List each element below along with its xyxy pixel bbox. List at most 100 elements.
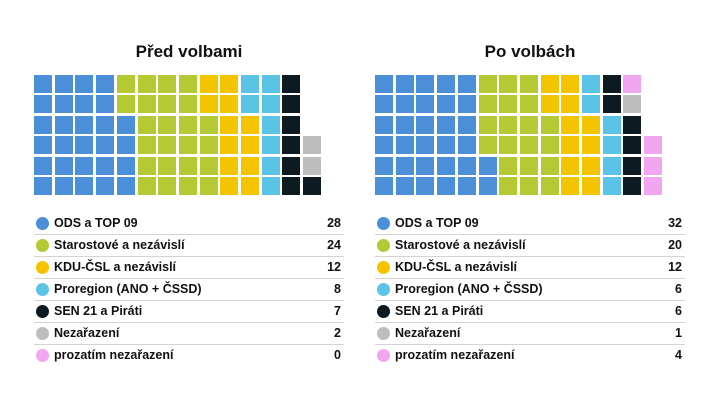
legend-row: Starostové a nezávislí 20 (375, 235, 685, 257)
chart-after: Po volbách ODS a TOP 09 32 Starostové a ne… (375, 0, 685, 405)
legend-value: 28 (327, 216, 341, 230)
legend-row: Nezařazení 2 (34, 323, 344, 345)
waffle-cell (178, 95, 197, 114)
waffle-cell (96, 156, 115, 175)
legend-value: 4 (675, 348, 682, 362)
waffle-cell (416, 75, 435, 93)
waffle-cell (602, 75, 621, 93)
waffle-cell (241, 136, 259, 155)
waffle-cell (75, 156, 94, 175)
waffle-cell (561, 95, 580, 114)
waffle-cell (499, 156, 518, 175)
waffle-cell (178, 75, 197, 93)
waffle-cell (478, 75, 497, 93)
waffle-cell (137, 115, 156, 134)
waffle-cell (416, 136, 435, 155)
waffle-cell (137, 177, 156, 195)
waffle-cell (261, 136, 280, 155)
waffle-cell (602, 156, 621, 175)
waffle-cell (241, 95, 259, 114)
legend-label: KDU-ČSL a nezávislí (54, 260, 177, 274)
waffle-cell (644, 136, 663, 155)
waffle-cell (561, 115, 580, 134)
waffle-cell (34, 177, 52, 195)
legend-label: Proregion (ANO + ČSSD) (54, 282, 202, 296)
legend-swatch (36, 349, 49, 362)
chart-before: Před volbami ODS a TOP 09 28 Starostové a … (34, 0, 344, 405)
waffle-cell (199, 75, 218, 93)
waffle-cell (116, 156, 135, 175)
waffle-cell (416, 156, 435, 175)
waffle-cell (75, 177, 94, 195)
legend-label: Proregion (ANO + ČSSD) (395, 282, 543, 296)
waffle-cell (241, 115, 259, 134)
waffle-cell (478, 136, 497, 155)
waffle-cell (561, 75, 580, 93)
waffle-cell (519, 75, 538, 93)
legend-value: 20 (668, 238, 682, 252)
legend-label: prozatím nezařazení (54, 348, 174, 362)
waffle-cell (623, 156, 642, 175)
waffle-cell (54, 75, 73, 93)
legend-value: 24 (327, 238, 341, 252)
waffle-cell (199, 95, 218, 114)
legend-value: 6 (675, 304, 682, 318)
waffle-cell (282, 115, 301, 134)
legend-swatch (377, 283, 390, 296)
waffle-cell (303, 156, 322, 175)
waffle-cell (540, 95, 559, 114)
legend: ODS a TOP 09 32 Starostové a nezávislí 20 KD… (375, 213, 685, 366)
legend-value: 6 (675, 282, 682, 296)
waffle-cell (437, 136, 456, 155)
waffle-cell (261, 95, 280, 114)
waffle-cell (499, 75, 518, 93)
waffle-cell (199, 136, 218, 155)
waffle-cell (519, 115, 538, 134)
legend-label: SEN 21 a Piráti (54, 304, 143, 318)
waffle-cell (395, 156, 414, 175)
waffle-cell (158, 156, 177, 175)
waffle-cell (644, 156, 663, 175)
legend-label: KDU-ČSL a nezávislí (395, 260, 518, 274)
legend-value: 1 (675, 326, 682, 340)
legend-value: 12 (668, 260, 682, 274)
waffle-cell (282, 156, 301, 175)
waffle-cell (623, 177, 642, 195)
waffle-cell (416, 177, 435, 195)
waffle-cell (395, 95, 414, 114)
waffle-cell (499, 136, 518, 155)
legend-label: prozatím nezařazení (395, 348, 515, 362)
waffle-cell (457, 115, 476, 134)
waffle-cell (116, 115, 135, 134)
waffle-cell (116, 136, 135, 155)
waffle-cell (220, 156, 239, 175)
waffle-cell (34, 156, 52, 175)
waffle-grid (375, 75, 685, 195)
waffle-cell (582, 156, 600, 175)
legend-swatch (36, 261, 49, 274)
waffle-cell (220, 115, 239, 134)
legend-swatch (377, 349, 390, 362)
waffle-cell (241, 75, 259, 93)
waffle-cell (519, 156, 538, 175)
legend-value: 12 (327, 260, 341, 274)
waffle-cell (282, 95, 301, 114)
waffle-cell (478, 156, 497, 175)
waffle-cell (416, 115, 435, 134)
waffle-cell (375, 136, 393, 155)
waffle-cell (582, 95, 600, 114)
waffle-cell (96, 136, 115, 155)
legend-row: Proregion (ANO + ČSSD) 6 (375, 279, 685, 301)
waffle-cell (540, 136, 559, 155)
waffle-cell (116, 75, 135, 93)
waffle-cell (437, 115, 456, 134)
legend-value: 0 (334, 348, 341, 362)
legend-row: prozatím nezařazení 0 (34, 345, 344, 366)
legend-swatch (36, 239, 49, 252)
waffle-cell (178, 156, 197, 175)
waffle-cell (561, 177, 580, 195)
waffle-cell (137, 156, 156, 175)
waffle-cell (582, 136, 600, 155)
legend-swatch (36, 305, 49, 318)
waffle-cell (457, 95, 476, 114)
